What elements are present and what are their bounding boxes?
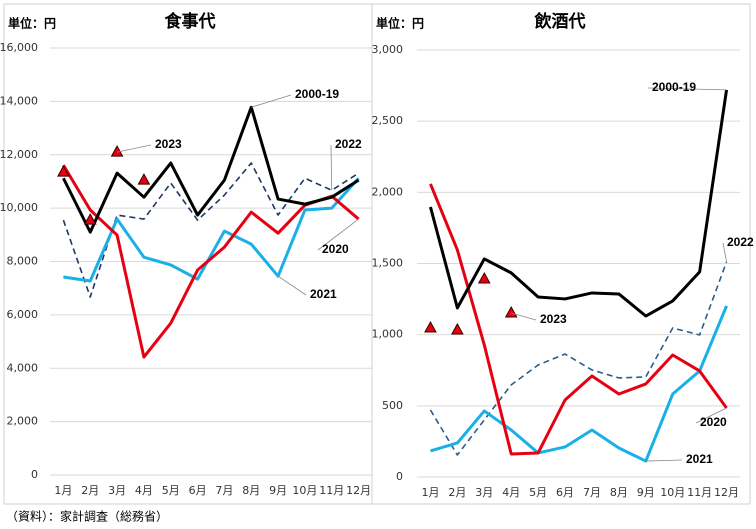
x-tick-label: 11月 [319,484,344,497]
y-tick-label: 1,500 [372,257,404,270]
marker [504,305,518,318]
y-tick-label: 14,000 [0,94,38,107]
x-tick-label: 12月 [346,484,371,497]
series-label: 2023 [540,312,567,326]
marker [137,173,151,185]
x-tick-label: 8月 [610,486,628,499]
series-label: 2000-19 [652,80,696,94]
x-tick-label: 4月 [502,486,520,499]
series-line [430,305,728,463]
unit-label: 単位：円 [376,16,424,31]
x-tick-label: 11月 [687,486,712,499]
leader-line [251,94,292,108]
leader-line [511,312,537,321]
y-tick-label: 12,000 [0,148,38,161]
leader-line [722,242,727,263]
leader-line [330,144,333,191]
x-tick-label: 3月 [108,484,126,497]
x-tick-label: 6月 [556,486,574,499]
marker [451,322,464,335]
x-tick-label: 3月 [475,486,493,499]
series-label: 2020 [322,242,349,256]
series-line [429,89,729,318]
leader-line [317,218,359,251]
series-label: 2022 [727,235,754,249]
x-tick-label: 9月 [269,484,287,497]
x-tick-label: 6月 [189,484,207,497]
leader-line [645,459,683,462]
series-label: 2021 [310,287,337,301]
marker [477,271,491,284]
y-tick-label: 4,000 [7,361,39,374]
y-tick-label: 2,500 [372,114,404,127]
series-line [429,183,728,456]
y-tick-label: 0 [31,468,38,481]
marker [57,165,70,177]
series-label: 2020 [700,415,727,429]
series-line [429,261,728,456]
series-label: 2022 [335,137,362,151]
y-tick-label: 6,000 [7,308,39,321]
chart-title: 食事代 [165,11,216,32]
x-tick-label: 1月 [421,486,439,499]
marker [424,320,437,333]
x-tick-label: 12月 [714,486,739,499]
unit-label: 単位：円 [8,16,56,31]
x-tick-label: 7月 [215,484,233,497]
x-tick-label: 1月 [54,484,72,497]
y-tick-label: 10,000 [0,201,38,214]
y-tick-label: 2,000 [372,185,404,198]
x-tick-label: 5月 [529,486,547,499]
frame [3,3,373,505]
leader-line [117,144,152,153]
series-label: 2000-19 [295,87,339,101]
y-tick-label: 8,000 [7,255,39,268]
leader-line [647,87,727,91]
x-tick-label: 2月 [448,486,466,499]
x-tick-label: 10月 [292,484,317,497]
chart-title: 飲酒代 [534,11,586,32]
y-tick-label: 16,000 [0,41,38,54]
leader-line [695,407,727,424]
x-tick-label: 4月 [135,484,153,497]
y-tick-label: 3,000 [372,43,404,56]
series-line [62,162,360,298]
series-label: 2021 [686,452,713,466]
marker [110,145,124,157]
x-tick-label: 8月 [242,484,260,497]
x-tick-label: 5月 [162,484,180,497]
x-tick-label: 10月 [660,486,685,499]
x-tick-label: 7月 [583,486,601,499]
series-line [62,105,360,234]
x-tick-label: 9月 [637,486,655,499]
marker [83,213,97,225]
y-tick-label: 0 [396,470,403,483]
source: （資料）：家計調査（総務省） [6,509,168,524]
x-tick-label: 2月 [81,484,99,497]
y-tick-label: 2,000 [7,415,39,428]
series-label: 2023 [155,137,182,151]
y-tick-label: 1,000 [372,328,404,341]
frame [371,3,751,505]
y-tick-label: 500 [382,399,403,412]
leader-line [277,275,307,296]
